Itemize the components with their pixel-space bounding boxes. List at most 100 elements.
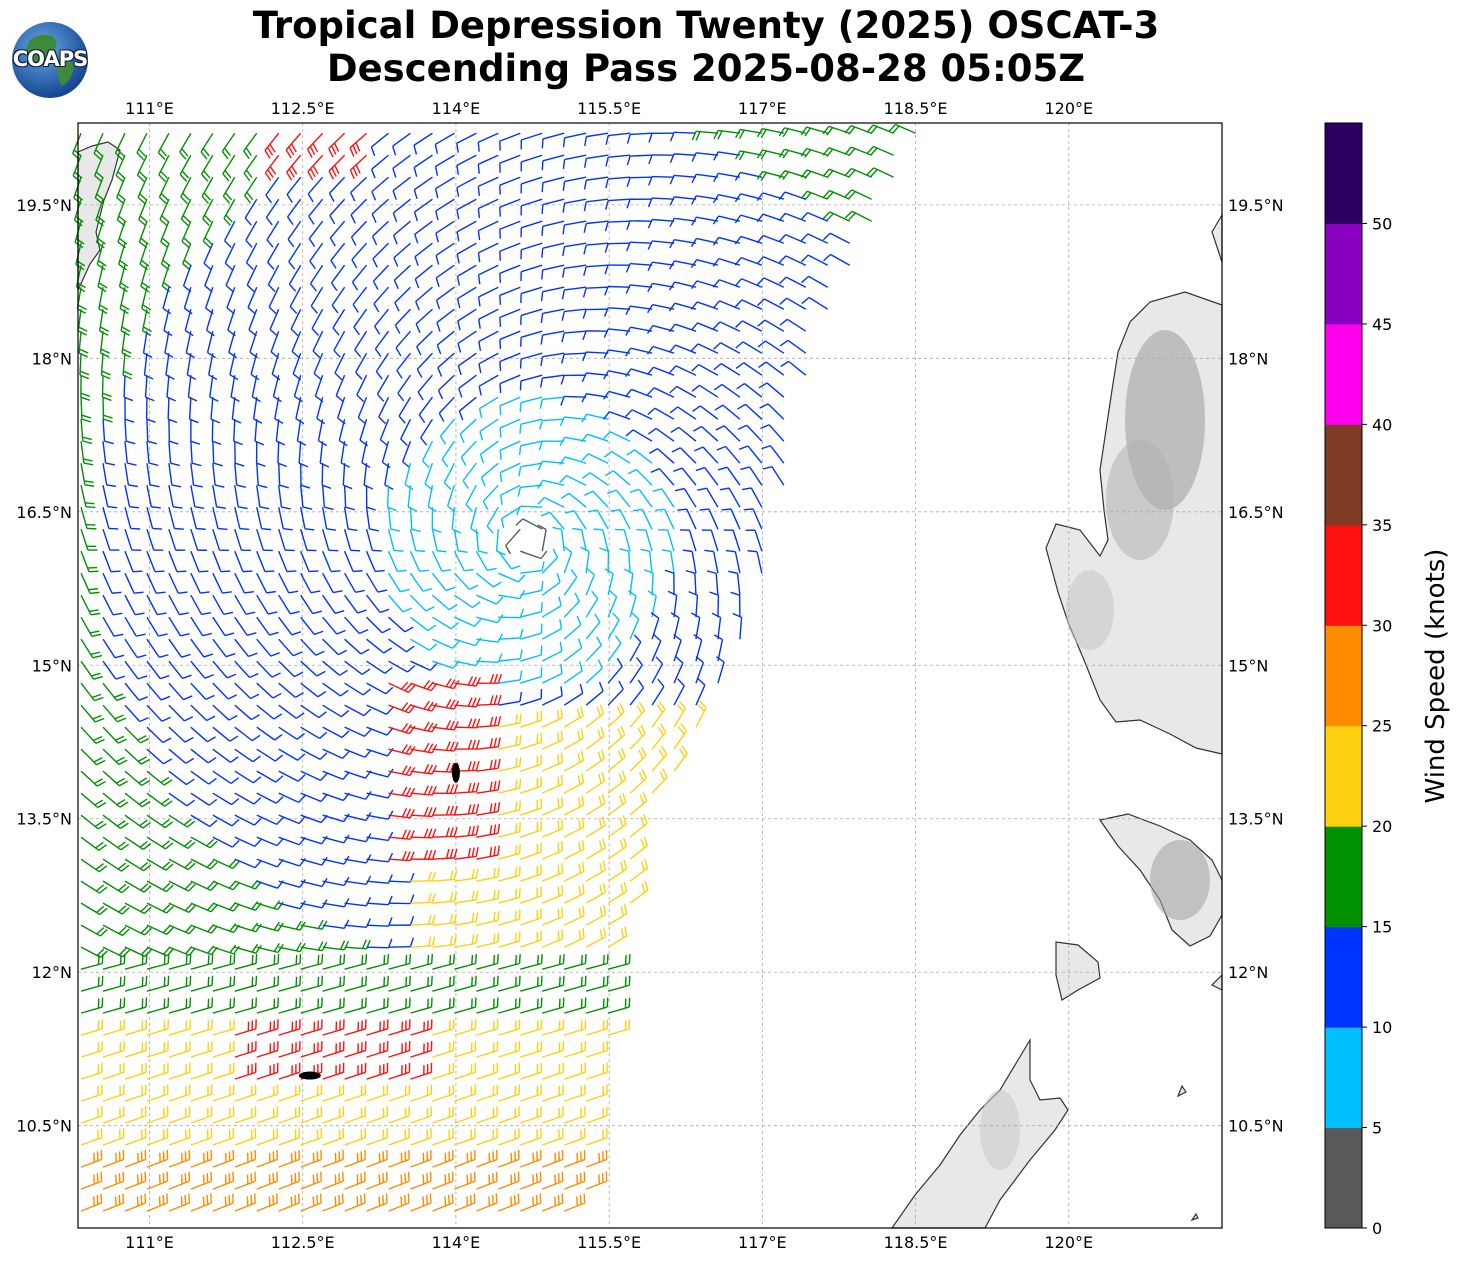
wind-barb (234, 594, 256, 615)
wind-barb (495, 529, 506, 556)
wind-barb (139, 243, 150, 271)
wind-barb (322, 572, 343, 594)
wind-barb (124, 748, 150, 765)
wind-barb (376, 374, 390, 402)
wind-barb (626, 132, 653, 144)
wind-barb (585, 613, 601, 640)
wind-barb (519, 374, 543, 391)
lon-tick-label-bottom: 112.5°E (271, 1233, 335, 1252)
lon-tick-label-bottom: 120°E (1044, 1233, 1093, 1252)
wind-barb (498, 1171, 520, 1190)
wind-barb (677, 508, 697, 530)
wind-barb (740, 466, 763, 486)
colorbar-segment (1325, 323, 1362, 425)
wind-barb (888, 123, 916, 134)
colorbar-frame (1324, 122, 1363, 1229)
wind-barb (267, 242, 280, 270)
wind-barb (629, 746, 647, 772)
wind-barb (321, 528, 339, 552)
wind-barb (734, 171, 763, 181)
wind-barb (498, 1193, 520, 1212)
wind-barb (270, 330, 280, 359)
wind-barb (564, 953, 587, 970)
wind-barb (410, 1041, 433, 1058)
wind-barb (212, 704, 238, 721)
wind-barb (800, 233, 829, 244)
wind-barb (585, 1084, 608, 1102)
wind-barb (278, 975, 302, 992)
wind-barb (146, 770, 173, 786)
wind-barb (256, 1041, 279, 1058)
wind-barb (190, 1106, 213, 1124)
wind-barb (520, 886, 542, 904)
wind-barb (350, 220, 368, 246)
wind-barb (453, 550, 474, 572)
wind-barb (476, 1084, 498, 1102)
wind-barb (373, 286, 390, 313)
wind-barb (102, 1106, 125, 1124)
wind-barb (499, 220, 521, 239)
wind-barb (226, 286, 236, 315)
wind-barb (278, 528, 295, 552)
wind-barb (456, 286, 477, 309)
wind-barb (146, 1171, 169, 1190)
wind-barb (293, 375, 303, 403)
wind-barb (410, 1193, 432, 1212)
wind-barb (498, 608, 525, 619)
wind-barb (300, 878, 328, 888)
wind-barb (124, 1106, 147, 1124)
wind-barb (498, 713, 522, 728)
wind-barb (625, 262, 653, 273)
wind-barb (250, 353, 260, 381)
wind-barb (607, 1019, 631, 1036)
wind-barb (651, 701, 666, 728)
wind-barb (456, 154, 477, 175)
wind-barb (723, 529, 741, 552)
wind-barb (371, 220, 389, 246)
lon-tick-label-top: 117°E (738, 99, 787, 118)
wind-barb (102, 1193, 125, 1212)
wind-barb (652, 488, 675, 508)
wind-barb (256, 921, 284, 932)
wind-barb (478, 308, 499, 329)
wind-barb (102, 528, 120, 551)
wind-barb (190, 880, 218, 892)
wind-barb (141, 287, 152, 315)
colorbar-tick-label: 50 (1372, 214, 1392, 233)
wind-barb (520, 1106, 542, 1124)
wind-barb (278, 572, 299, 594)
wind-barb (410, 616, 437, 632)
wind-barb (372, 242, 390, 268)
wind-barb (278, 836, 306, 846)
wind-barb (392, 176, 411, 200)
wind-barb (146, 902, 174, 914)
wind-barb (200, 132, 214, 160)
wind-barb (102, 572, 122, 594)
wind-barb (278, 814, 306, 825)
wind-barb (278, 1149, 301, 1168)
wind-barb (366, 638, 393, 654)
wind-barb (102, 616, 124, 637)
wind-barb (541, 796, 564, 816)
wind-barb (278, 638, 303, 657)
wind-barb (476, 1041, 499, 1058)
wind-barb (520, 975, 543, 992)
wind-barb (143, 353, 154, 380)
wind-barb (102, 836, 130, 851)
wind-barb (322, 898, 350, 908)
wind-barb (673, 700, 687, 728)
wind-barb (651, 768, 668, 794)
wind-barb (365, 529, 382, 552)
wind-barb (453, 572, 479, 590)
wind-barb (629, 702, 646, 728)
wind-barb (583, 220, 609, 233)
wind-barb (374, 308, 390, 335)
wind-barb (179, 132, 192, 160)
wind-barb (80, 507, 97, 530)
wind-barb (124, 814, 151, 829)
wind-barb (212, 572, 232, 594)
wind-barb (256, 572, 277, 594)
wind-barb (300, 1193, 322, 1212)
wind-barb (124, 792, 151, 808)
wind-barb (625, 284, 653, 294)
